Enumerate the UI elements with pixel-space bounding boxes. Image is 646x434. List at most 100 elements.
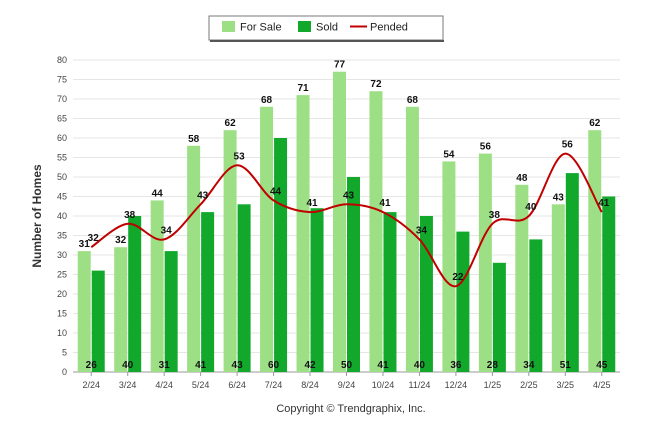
bar-for-sale-2-25: [515, 184, 529, 372]
x-tick-label-6-24: 6/24: [228, 380, 246, 390]
label-sold-2-24: 26: [86, 360, 98, 371]
bar-for-sale-7-24: [260, 106, 274, 373]
bar-sold-3-24: [128, 216, 142, 372]
label-sold-5-24: 41: [195, 360, 207, 371]
label-for-sale-10-24: 72: [370, 79, 382, 90]
bar-sold-4-24: [164, 251, 178, 372]
y-tick-label: 40: [57, 211, 67, 221]
bar-for-sale-6-24: [223, 130, 237, 372]
label-pended-5-24: 43: [197, 190, 209, 201]
x-tick-label-11-24: 11/24: [409, 380, 431, 390]
bar-sold-5-24: [201, 212, 215, 372]
label-for-sale-4-24: 44: [152, 188, 164, 199]
y-tick-label: 70: [57, 94, 67, 104]
label-for-sale-9-24: 77: [334, 60, 346, 71]
x-tick-label-9-24: 9/24: [338, 380, 356, 390]
y-tick-label: 55: [57, 153, 67, 163]
line-pended: [90, 152, 603, 288]
x-axis: 2/24 3/24 4/24 5/24 6/24 7/24 8/24 9/24 10/24 11/…: [82, 372, 611, 390]
bar-for-sale-1-25: [478, 153, 492, 372]
bar-sold-2-24: [91, 270, 105, 372]
label-sold-7-24: 60: [268, 360, 280, 371]
x-tick-label-5-24: 5/24: [192, 380, 210, 390]
legend: For Sale Sold Pended: [208, 15, 444, 42]
legend-label-for-sale: For Sale: [240, 22, 282, 34]
grid: [73, 59, 620, 373]
y-tick-label: 45: [57, 192, 67, 202]
label-for-sale-6-24: 62: [225, 118, 237, 129]
label-pended-11-24: 34: [416, 225, 428, 236]
bar-for-sale-5-24: [187, 145, 201, 372]
bar-for-sale-2-24: [77, 251, 91, 372]
bar-for-sale-4-24: [150, 200, 164, 372]
label-pended-9-24: 43: [343, 190, 355, 201]
y-tick-label: 35: [57, 231, 67, 241]
bar-for-sale-3-24: [114, 247, 128, 372]
x-tick-label-2-24: 2/24: [82, 380, 100, 390]
y-tick-label: 5: [62, 348, 67, 358]
bar-for-sale-4-25: [588, 130, 602, 372]
y-tick-label: 50: [57, 172, 67, 182]
x-tick-label-3-24: 3/24: [119, 380, 137, 390]
bar-sold-7-24: [274, 138, 288, 372]
label-pended-8-24: 41: [306, 198, 318, 209]
y-tick-label: 80: [57, 55, 67, 65]
label-pended-7-24: 44: [270, 186, 282, 197]
label-pended-1-25: 38: [489, 210, 501, 221]
x-tick-label-12-24: 12/24: [445, 380, 468, 390]
label-pended-4-25: 41: [598, 198, 610, 209]
y-axis: 0 5 10 15 20 25 30 35 40 45 50 55 60 65 70 75 80: [57, 55, 67, 377]
label-sold-4-24: 31: [159, 360, 171, 371]
label-sold-8-24: 42: [304, 360, 316, 371]
label-pended-6-24: 53: [234, 151, 246, 162]
label-for-sale-2-24: 31: [79, 239, 91, 250]
bar-sold-6-24: [237, 204, 251, 372]
x-tick-label-10-24: 10/24: [372, 380, 395, 390]
bar-for-sale-8-24: [296, 95, 310, 372]
label-for-sale-3-24: 32: [115, 235, 127, 246]
label-for-sale-12-24: 54: [443, 149, 455, 160]
label-for-sale-1-25: 56: [480, 142, 492, 153]
x-tick-label-1-25: 1/25: [484, 380, 502, 390]
bar-sold-8-24: [310, 208, 324, 372]
bar-for-sale-10-24: [369, 91, 383, 372]
y-tick-label: 0: [62, 367, 67, 377]
label-pended-2-24: 32: [88, 233, 100, 244]
x-tick-label-7-24: 7/24: [265, 380, 283, 390]
x-tick-label-4-24: 4/24: [155, 380, 173, 390]
y-tick-label: 75: [57, 75, 67, 85]
pended-line: [90, 152, 603, 288]
bar-for-sale-12-24: [442, 161, 456, 372]
bar-sold-9-24: [347, 177, 360, 372]
legend-label-pended: Pended: [370, 22, 408, 34]
x-tick-label-3-25: 3/25: [557, 380, 575, 390]
legend-box: [208, 15, 444, 41]
label-sold-10-24: 41: [377, 360, 389, 371]
label-sold-4-25: 45: [596, 360, 608, 371]
bar-for-sale-11-24: [405, 106, 419, 373]
label-sold-2-25: 34: [523, 360, 535, 371]
x-tick-label-8-24: 8/24: [301, 380, 319, 390]
bar-for-sale-3-25: [551, 204, 565, 372]
legend-label-sold: Sold: [316, 22, 338, 34]
label-pended-2-25: 40: [525, 202, 537, 213]
y-tick-label: 20: [57, 289, 67, 299]
label-for-sale-8-24: 71: [297, 83, 309, 94]
label-for-sale-4-25: 62: [589, 118, 601, 129]
bar-sold-4-25: [602, 196, 616, 372]
bar-sold-11-24: [419, 216, 433, 372]
label-sold-3-25: 51: [560, 360, 572, 371]
label-pended-10-24: 41: [379, 198, 391, 209]
label-pended-3-24: 38: [124, 210, 136, 221]
legend-swatch-sold: [298, 21, 311, 32]
label-for-sale-11-24: 68: [407, 95, 419, 106]
label-for-sale-7-24: 68: [261, 95, 273, 106]
x-tick-label-2-25: 2/25: [520, 380, 538, 390]
label-for-sale-5-24: 58: [188, 134, 200, 145]
label-pended-4-24: 34: [161, 225, 173, 236]
label-sold-3-24: 40: [122, 360, 134, 371]
bar-sold-2-25: [529, 239, 543, 372]
x-tick-label-4-25: 4/25: [593, 380, 611, 390]
label-pended-3-25: 56: [562, 140, 574, 151]
